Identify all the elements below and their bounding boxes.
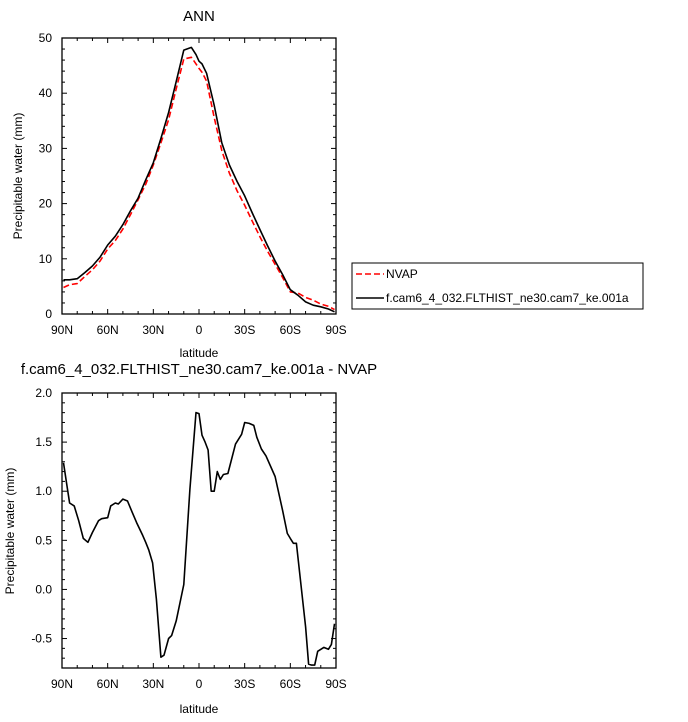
top-series-line-1 bbox=[63, 46, 335, 313]
top-x-tick-label: 30S bbox=[234, 323, 255, 337]
top-x-tick-label: 60N bbox=[97, 323, 119, 337]
top-x-tick-label: 0 bbox=[196, 323, 203, 337]
bottom-x-tick-label: 60N bbox=[97, 677, 119, 691]
legend-label-nvap: NVAP bbox=[386, 267, 418, 281]
top-x-tick-label: 90N bbox=[51, 323, 73, 337]
top-panel: ANN latitude Precipitable water (mm) 90N… bbox=[11, 8, 347, 360]
bottom-chart-title: f.cam6_4_032.FLTHIST_ne30.cam7_ke.001a -… bbox=[21, 361, 377, 378]
top-plot-frame bbox=[61, 37, 337, 315]
top-y-tick-label: 20 bbox=[39, 197, 53, 211]
bottom-x-tick-label: 90N bbox=[51, 677, 73, 691]
bottom-y-tick-label: 2.0 bbox=[35, 386, 52, 400]
bottom-x-tick-label: 0 bbox=[196, 677, 203, 691]
top-y-tick-label: 30 bbox=[39, 141, 53, 155]
bottom-plot-frame bbox=[61, 392, 337, 669]
top-x-tick-label: 90S bbox=[325, 323, 346, 337]
bottom-x-tick-label: 30S bbox=[234, 677, 255, 691]
top-y-tick-label: 40 bbox=[39, 86, 53, 100]
top-x-tick-label: 30N bbox=[142, 323, 164, 337]
bottom-x-tick-label: 30N bbox=[142, 677, 164, 691]
top-y-tick-label: 50 bbox=[39, 31, 53, 45]
top-chart-title: ANN bbox=[183, 8, 215, 25]
bottom-y-tick-label: 0.5 bbox=[35, 533, 52, 547]
top-y-tick-label: 10 bbox=[39, 252, 53, 266]
bottom-x-axis-label: latitude bbox=[180, 702, 219, 716]
legend: NVAP f.cam6_4_032.FLTHIST_ne30.cam7_ke.0… bbox=[351, 262, 644, 310]
top-y-tick-label: 0 bbox=[45, 307, 52, 321]
bottom-x-tick-label: 60S bbox=[280, 677, 301, 691]
top-series-line-0 bbox=[63, 56, 335, 311]
top-x-tick-label: 60S bbox=[280, 323, 301, 337]
bottom-x-tick-label: 90S bbox=[325, 677, 346, 691]
bottom-y-tick-label: 1.0 bbox=[35, 484, 52, 498]
bottom-y-tick-label: -0.5 bbox=[31, 632, 52, 646]
legend-label-model: f.cam6_4_032.FLTHIST_ne30.cam7_ke.001a bbox=[386, 291, 629, 305]
bottom-y-tick-label: 1.5 bbox=[35, 435, 52, 449]
top-y-axis-label: Precipitable water (mm) bbox=[11, 113, 25, 240]
legend-box bbox=[351, 262, 644, 310]
bottom-series-line-0 bbox=[62, 411, 336, 666]
bottom-y-axis-label: Precipitable water (mm) bbox=[3, 468, 17, 595]
bottom-panel: f.cam6_4_032.FLTHIST_ne30.cam7_ke.001a -… bbox=[3, 361, 377, 716]
top-x-axis-label: latitude bbox=[180, 346, 219, 360]
bottom-y-tick-label: 0.0 bbox=[35, 582, 52, 596]
